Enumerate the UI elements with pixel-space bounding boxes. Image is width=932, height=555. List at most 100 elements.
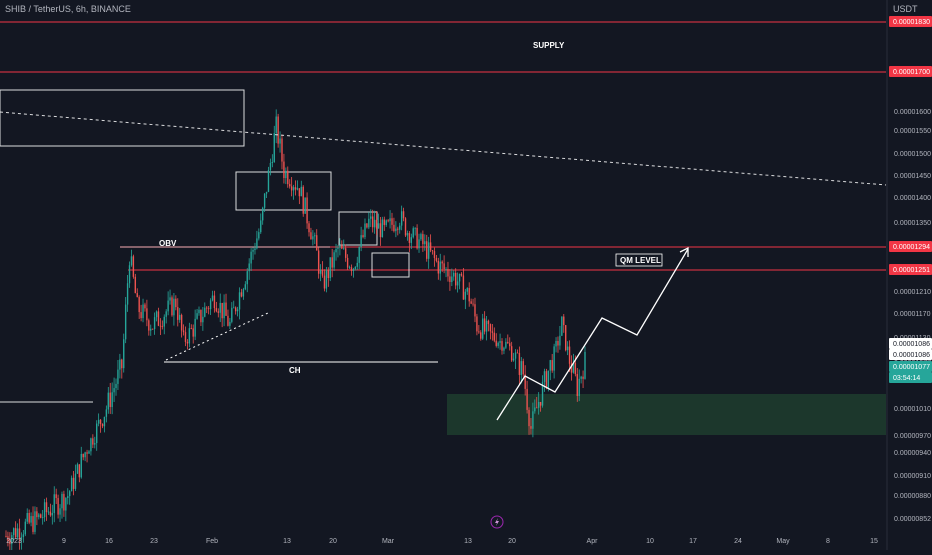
candle-body [561, 316, 563, 336]
candle-body [327, 270, 330, 279]
lightning-icon[interactable] [490, 515, 504, 529]
candle-body [150, 328, 152, 331]
candle-body [424, 241, 426, 245]
candle-body [499, 341, 501, 343]
candle-body [582, 376, 584, 379]
candle-body [165, 311, 167, 317]
candle-body [555, 340, 557, 347]
candle-body [153, 317, 156, 330]
candle-body [530, 426, 532, 429]
candle-body [80, 453, 82, 478]
candle-body [252, 249, 254, 252]
candle-body [144, 304, 146, 309]
candle-body [45, 502, 48, 513]
candle-body [173, 298, 175, 316]
candle-body [331, 257, 333, 268]
candle-body [96, 423, 98, 444]
candle-body [460, 273, 463, 276]
candle-body [400, 211, 403, 226]
price-badge [889, 349, 932, 360]
price-tick-label: 0.00000910 [894, 473, 931, 480]
candle-body [263, 193, 266, 208]
candle-body [514, 352, 517, 359]
candle-body [204, 307, 206, 317]
candle-body [90, 438, 92, 452]
candle-body [472, 303, 474, 305]
candle-body [372, 216, 374, 228]
candle-body [352, 268, 355, 272]
candle-body [404, 218, 407, 236]
candle-body [549, 360, 551, 371]
candle-body [155, 311, 158, 318]
price-badge-text: 0.00001251 [893, 267, 930, 274]
candle-body [109, 392, 111, 408]
demand-zone-layer [447, 394, 886, 435]
candle-body [260, 220, 262, 233]
candle-body [207, 308, 210, 310]
candle-body [373, 219, 376, 228]
candle-body [47, 511, 50, 513]
candle-body [568, 346, 571, 364]
candle-body [300, 186, 302, 197]
candle-body [86, 452, 88, 454]
candle-body [495, 340, 497, 346]
candle-body [323, 275, 326, 289]
candle-body [532, 411, 534, 429]
candle-body [123, 339, 125, 369]
candle-body [510, 346, 513, 361]
candle-body [26, 512, 28, 522]
candle-body [482, 318, 484, 339]
candle-body [312, 236, 314, 240]
candle-body [128, 265, 131, 284]
candle-body [310, 232, 312, 240]
projection-arrowhead [679, 246, 689, 257]
candle-body [543, 371, 546, 382]
candle-body [536, 407, 538, 409]
candle-body [111, 392, 113, 408]
candle-body [325, 270, 328, 289]
price-badge [889, 338, 932, 349]
candle-body [350, 267, 353, 272]
candle-body [476, 316, 478, 332]
candle-body [292, 187, 295, 191]
candle-body [231, 307, 233, 322]
time-tick-label: 16 [105, 538, 113, 545]
drawing-boxes-layer [0, 89, 438, 403]
candle-body [362, 235, 364, 238]
candle-body [51, 513, 54, 516]
candle-body [497, 342, 499, 346]
candle-body [24, 521, 26, 535]
candle-body [225, 302, 227, 316]
price-tick-label: 0.00001600 [894, 109, 931, 116]
candle-body [408, 233, 411, 243]
candle-body [566, 346, 569, 351]
candle-body [298, 188, 301, 197]
candle-body [509, 343, 511, 347]
candle-body [283, 161, 285, 179]
candle-body [485, 320, 488, 332]
time-axis[interactable]: 2023 9 16 23 Feb 13 20 Mar 13 20 Apr 10 17 24 May 8 15 [6, 538, 878, 545]
candle-body [105, 409, 108, 417]
candle-body [146, 308, 148, 321]
candle-body [464, 291, 467, 300]
candle-body [553, 346, 555, 371]
candle-body [70, 477, 73, 492]
candle-body [213, 295, 216, 309]
candle-body [563, 316, 565, 326]
candle-body [501, 341, 503, 351]
candle-body [406, 233, 409, 236]
candle-body [22, 534, 25, 538]
candle-body [236, 309, 239, 312]
candle-body [269, 162, 272, 170]
candle-body [217, 311, 219, 313]
candle-body [335, 248, 337, 253]
drawing-box [371, 252, 410, 278]
candle-body [186, 341, 189, 344]
time-tick-label: 24 [734, 538, 742, 545]
candle-body [40, 514, 42, 518]
candle-body [134, 276, 137, 294]
candle-body [447, 268, 449, 277]
candle-body [422, 234, 424, 245]
